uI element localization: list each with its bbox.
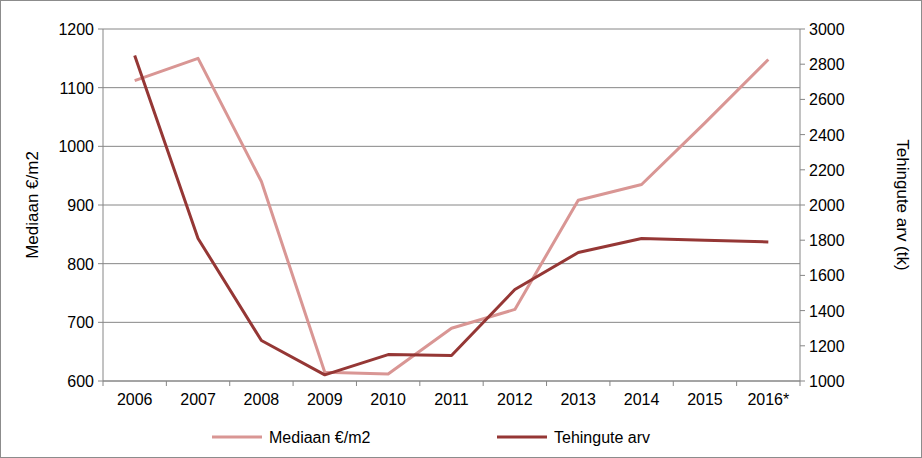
y2-tick-label: 3000 [809, 21, 845, 38]
y2-tick-label: 1600 [809, 267, 845, 284]
y2-tick-label: 1000 [809, 373, 845, 390]
x-tick-label: 2016* [747, 391, 789, 408]
x-tick-label: 2014 [624, 391, 660, 408]
x-tick [419, 381, 420, 386]
y2-tick-label: 2600 [809, 91, 845, 108]
x-axis [103, 381, 800, 382]
x-tick [356, 381, 357, 386]
y2-axis [800, 29, 801, 381]
y-tick-label: 900 [67, 197, 94, 214]
y-tick [98, 87, 103, 88]
x-tick [736, 381, 737, 386]
y-tick [98, 29, 103, 30]
chart-frame [1, 1, 922, 458]
y-tick-label: 800 [67, 256, 94, 273]
x-tick-label: 2011 [434, 391, 469, 408]
y-tick-label: 700 [67, 314, 94, 331]
y-tick-label: 1100 [60, 80, 95, 97]
y2-tick [800, 310, 805, 311]
y2-tick [800, 205, 805, 206]
y-tick-label: 600 [67, 373, 94, 390]
x-tick [166, 381, 167, 386]
grid-line [103, 146, 800, 147]
y2-tick-label: 2200 [809, 162, 845, 179]
y2-tick-label: 2000 [809, 197, 845, 214]
y2-tick [800, 29, 805, 30]
y-tick [98, 381, 103, 382]
y2-tick [800, 169, 805, 170]
legend-label: Tehingute arv [554, 429, 650, 446]
y2-axis-title: Tehingute arv (tk) [893, 139, 912, 270]
y2-tick [800, 64, 805, 65]
y2-tick-label: 1400 [809, 303, 845, 320]
grid-line [103, 29, 800, 30]
series-line [135, 58, 769, 374]
legend-label: Mediaan €/m2 [269, 429, 370, 446]
y2-tick [800, 275, 805, 276]
y-axis-title: Mediaan €/m2 [23, 151, 42, 259]
y2-tick-label: 1800 [809, 232, 845, 249]
x-tick [609, 381, 610, 386]
y-tick-label: 1000 [58, 138, 94, 155]
y2-tick-label: 2800 [809, 56, 845, 73]
x-tick-label: 2012 [497, 391, 533, 408]
y2-tick [800, 99, 805, 100]
grid-line [103, 263, 800, 264]
y2-tick [800, 240, 805, 241]
y-tick [98, 322, 103, 323]
x-tick [546, 381, 547, 386]
y2-tick-label: 1200 [809, 338, 845, 355]
x-tick [483, 381, 484, 386]
grid-line [103, 87, 800, 88]
x-tick-label: 2013 [560, 391, 596, 408]
x-tick-label: 2008 [244, 391, 280, 408]
series-line [135, 55, 769, 374]
grid-line [103, 322, 800, 323]
x-tick-label: 2010 [370, 391, 406, 408]
x-tick-label: 2007 [180, 391, 216, 408]
legend-swatch [212, 436, 262, 439]
y-tick [98, 146, 103, 147]
y2-tick [800, 345, 805, 346]
y-tick [98, 205, 103, 206]
y2-tick [800, 381, 805, 382]
x-tick-label: 2009 [307, 391, 343, 408]
grid-line [103, 381, 800, 382]
x-tick-label: 2015 [687, 391, 723, 408]
y-tick-label: 1200 [58, 21, 94, 38]
legend-swatch [497, 436, 547, 439]
x-tick [103, 381, 104, 386]
plot-area [135, 55, 769, 374]
x-tick [229, 381, 230, 386]
y-axis [103, 29, 104, 381]
x-tick [293, 381, 294, 386]
x-tick-label: 2006 [117, 391, 153, 408]
y-tick [98, 263, 103, 264]
y2-tick [800, 134, 805, 135]
chart: 600 700 800 900 1000 1100 1200 1000 1200 1400 1600… [0, 0, 922, 458]
x-tick [800, 381, 801, 386]
grid-line [103, 205, 800, 206]
x-tick [673, 381, 674, 386]
y2-tick-label: 2400 [809, 127, 845, 144]
